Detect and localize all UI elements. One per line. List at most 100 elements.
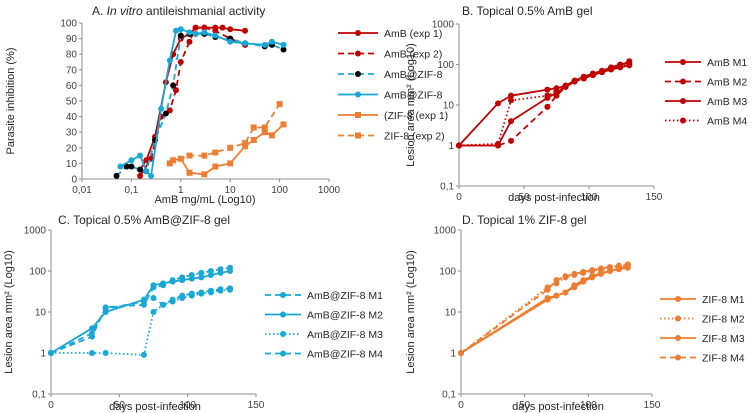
panel-d-series-4-point [589,267,596,274]
panel-a-title: A. In vitro antileishmanial activity [92,4,265,18]
panel-a-legend-marker [355,112,361,118]
panel-d-series-4-point [553,277,560,284]
panel-c-series-3-point [188,292,195,299]
panel-a-series-4-point [166,57,173,64]
panel-a-series-6-point [242,140,249,147]
panel-a-legend-marker [355,71,361,77]
panel-d-series-4-point [606,264,613,271]
panel-c-series-4 [48,264,234,356]
panel-b-ytick-label: 100 [437,60,454,71]
panel-c-xtick-label: 100 [179,400,196,411]
panel-d-series-4-line [460,263,628,354]
panel-b-series-2-point [508,137,514,144]
panel-a-legend-label: AmB@ZIF-8 [384,69,443,81]
panel-d-legend-entry-3: ZIF-8 M3 [660,333,745,345]
panel-d-legend-entry-4: ZIF-8 M4 [660,352,745,364]
panel-a-series-3-point [170,82,177,89]
panel-c-series-4-point [160,282,167,289]
panel-c-series-4-point [198,269,205,276]
panel-a-series-3-point [177,32,184,39]
panel-d-legend-marker [675,354,681,361]
panel-d-xtick-label: 0 [458,400,464,411]
panel-b-ytick-label: 10 [443,101,455,112]
panel-c-legend-marker [280,331,286,337]
panel-c-legend-entry-3: AmB@ZIF-8 M3 [265,329,383,341]
panel-d-xtick-label: 150 [644,400,661,411]
panel-a-xtick-label: 10 [225,185,237,196]
panel-a-series-5-point [261,129,268,136]
panel-a-title-prefix: A. [92,4,107,18]
panel-b-title: B. Topical 0.5% AmB gel [462,4,593,18]
panel-d-ytick-label: 1 [450,349,456,360]
panel-c-legend-label: AmB@ZIF-8 M3 [307,329,383,341]
panel-b-series-1-point [544,86,551,93]
panel-b-legend-entry-3: AmB M3 [665,96,747,108]
panel-c-legend-marker [280,292,286,298]
panel-d-series-3-point [580,277,587,284]
panel-b-series-4-point [456,142,462,149]
panel-a-series-4-point [192,30,199,37]
panel-c-legend-label: AmB@ZIF-8 M1 [307,290,383,302]
panel-d-title: D. Topical 1% ZIF-8 gel [462,213,587,227]
panel-c-series-3-point [179,294,186,301]
panel-d-legend-label: ZIF-8 M3 [702,333,745,345]
panel-b-legend-label: AmB M2 [707,76,747,88]
panel-c-ytick-label: 1 [40,349,46,360]
panel-a-legend-entry-1: AmB (exp 1) [338,28,442,40]
panel-b-legend-marker [680,59,686,65]
panel-a-series-2-point [173,87,180,94]
panel-d-series-3-point [553,292,560,299]
panel-a-xtick-label: 0,01 [72,185,92,196]
panel-a-series-2-point [192,24,199,31]
panel-a-series-2-point [137,172,144,179]
panel-a-series-6-point [276,101,283,108]
panel-c-legend-entry-1: AmB@ZIF-8 M1 [265,290,383,302]
panel-b: 0,1 1 10 100 1000 0 50 100 150 B. Topical 0.5% Am… [405,4,747,204]
panel-c-legend-label: AmB@ZIF-8 M4 [307,348,383,360]
panel-c-xtick-label: 0 [48,400,54,411]
panel-a-series-4-point [177,26,184,33]
panel-a-series-1-point [143,157,150,164]
panel-a-xlabel: AmB mg/mL (Log10) [154,194,255,206]
panel-a-series-2-point [212,27,219,34]
panel-c-series-2-point [89,325,95,332]
panel-c-series-3-point [207,289,214,296]
panel-d-series-3-point [544,294,551,301]
panel-a-series-2-point [186,38,193,45]
panel-a-ytick-label: 80 [66,50,78,61]
panel-c-series-4-point [102,304,109,311]
panel-c-series-4-point [48,350,54,356]
panel-d-series-4-point [544,286,551,293]
panel-a-series-6 [166,101,283,167]
panel-a-series-5 [170,121,287,178]
panel-c-series-3-point [198,290,205,297]
panel-a-series-6-point [186,152,193,159]
panel-a-series-5-point [170,157,177,164]
panel-a-ytick-label: 40 [66,112,78,123]
panel-a-series-4-point [137,152,144,159]
panel-c-series-2-point [198,274,205,281]
panel-a-xtick-label: 1000 [318,185,341,196]
panel-a-series-4-point [143,168,150,175]
panel-b-series-4-point [495,140,501,147]
panel-b-series-3 [456,59,633,149]
panel-c-series-3-line [51,288,231,356]
panel-b-series-1 [456,62,633,149]
panel-a-xtick-label: 1 [178,185,184,196]
panel-d-series-4-point [562,273,569,280]
panel-d-series-3-point [562,289,569,296]
panel-d-ytick-label: 0,1 [442,390,456,401]
panel-b-legend-label: AmB M4 [707,115,747,127]
panel-a-legend-label: AmB (exp 2) [384,48,442,60]
panel-a-series-1-point [242,27,249,34]
panel-a-series-4-point [227,38,234,45]
panel-d-legend-entry-1: ZIF-8 M1 [660,294,745,306]
panel-d-series-4-point [615,262,622,269]
panel-a-series-5-point [201,171,208,178]
panel-d-series-3-line [460,265,629,354]
panel-c-series-4-point [89,333,95,340]
panel-d-legend-label: ZIF-8 M1 [702,294,745,306]
panel-b-series-1-point [495,100,501,107]
panel-d-series-3-point [598,269,605,276]
panel-a-series-4-point [117,163,124,170]
